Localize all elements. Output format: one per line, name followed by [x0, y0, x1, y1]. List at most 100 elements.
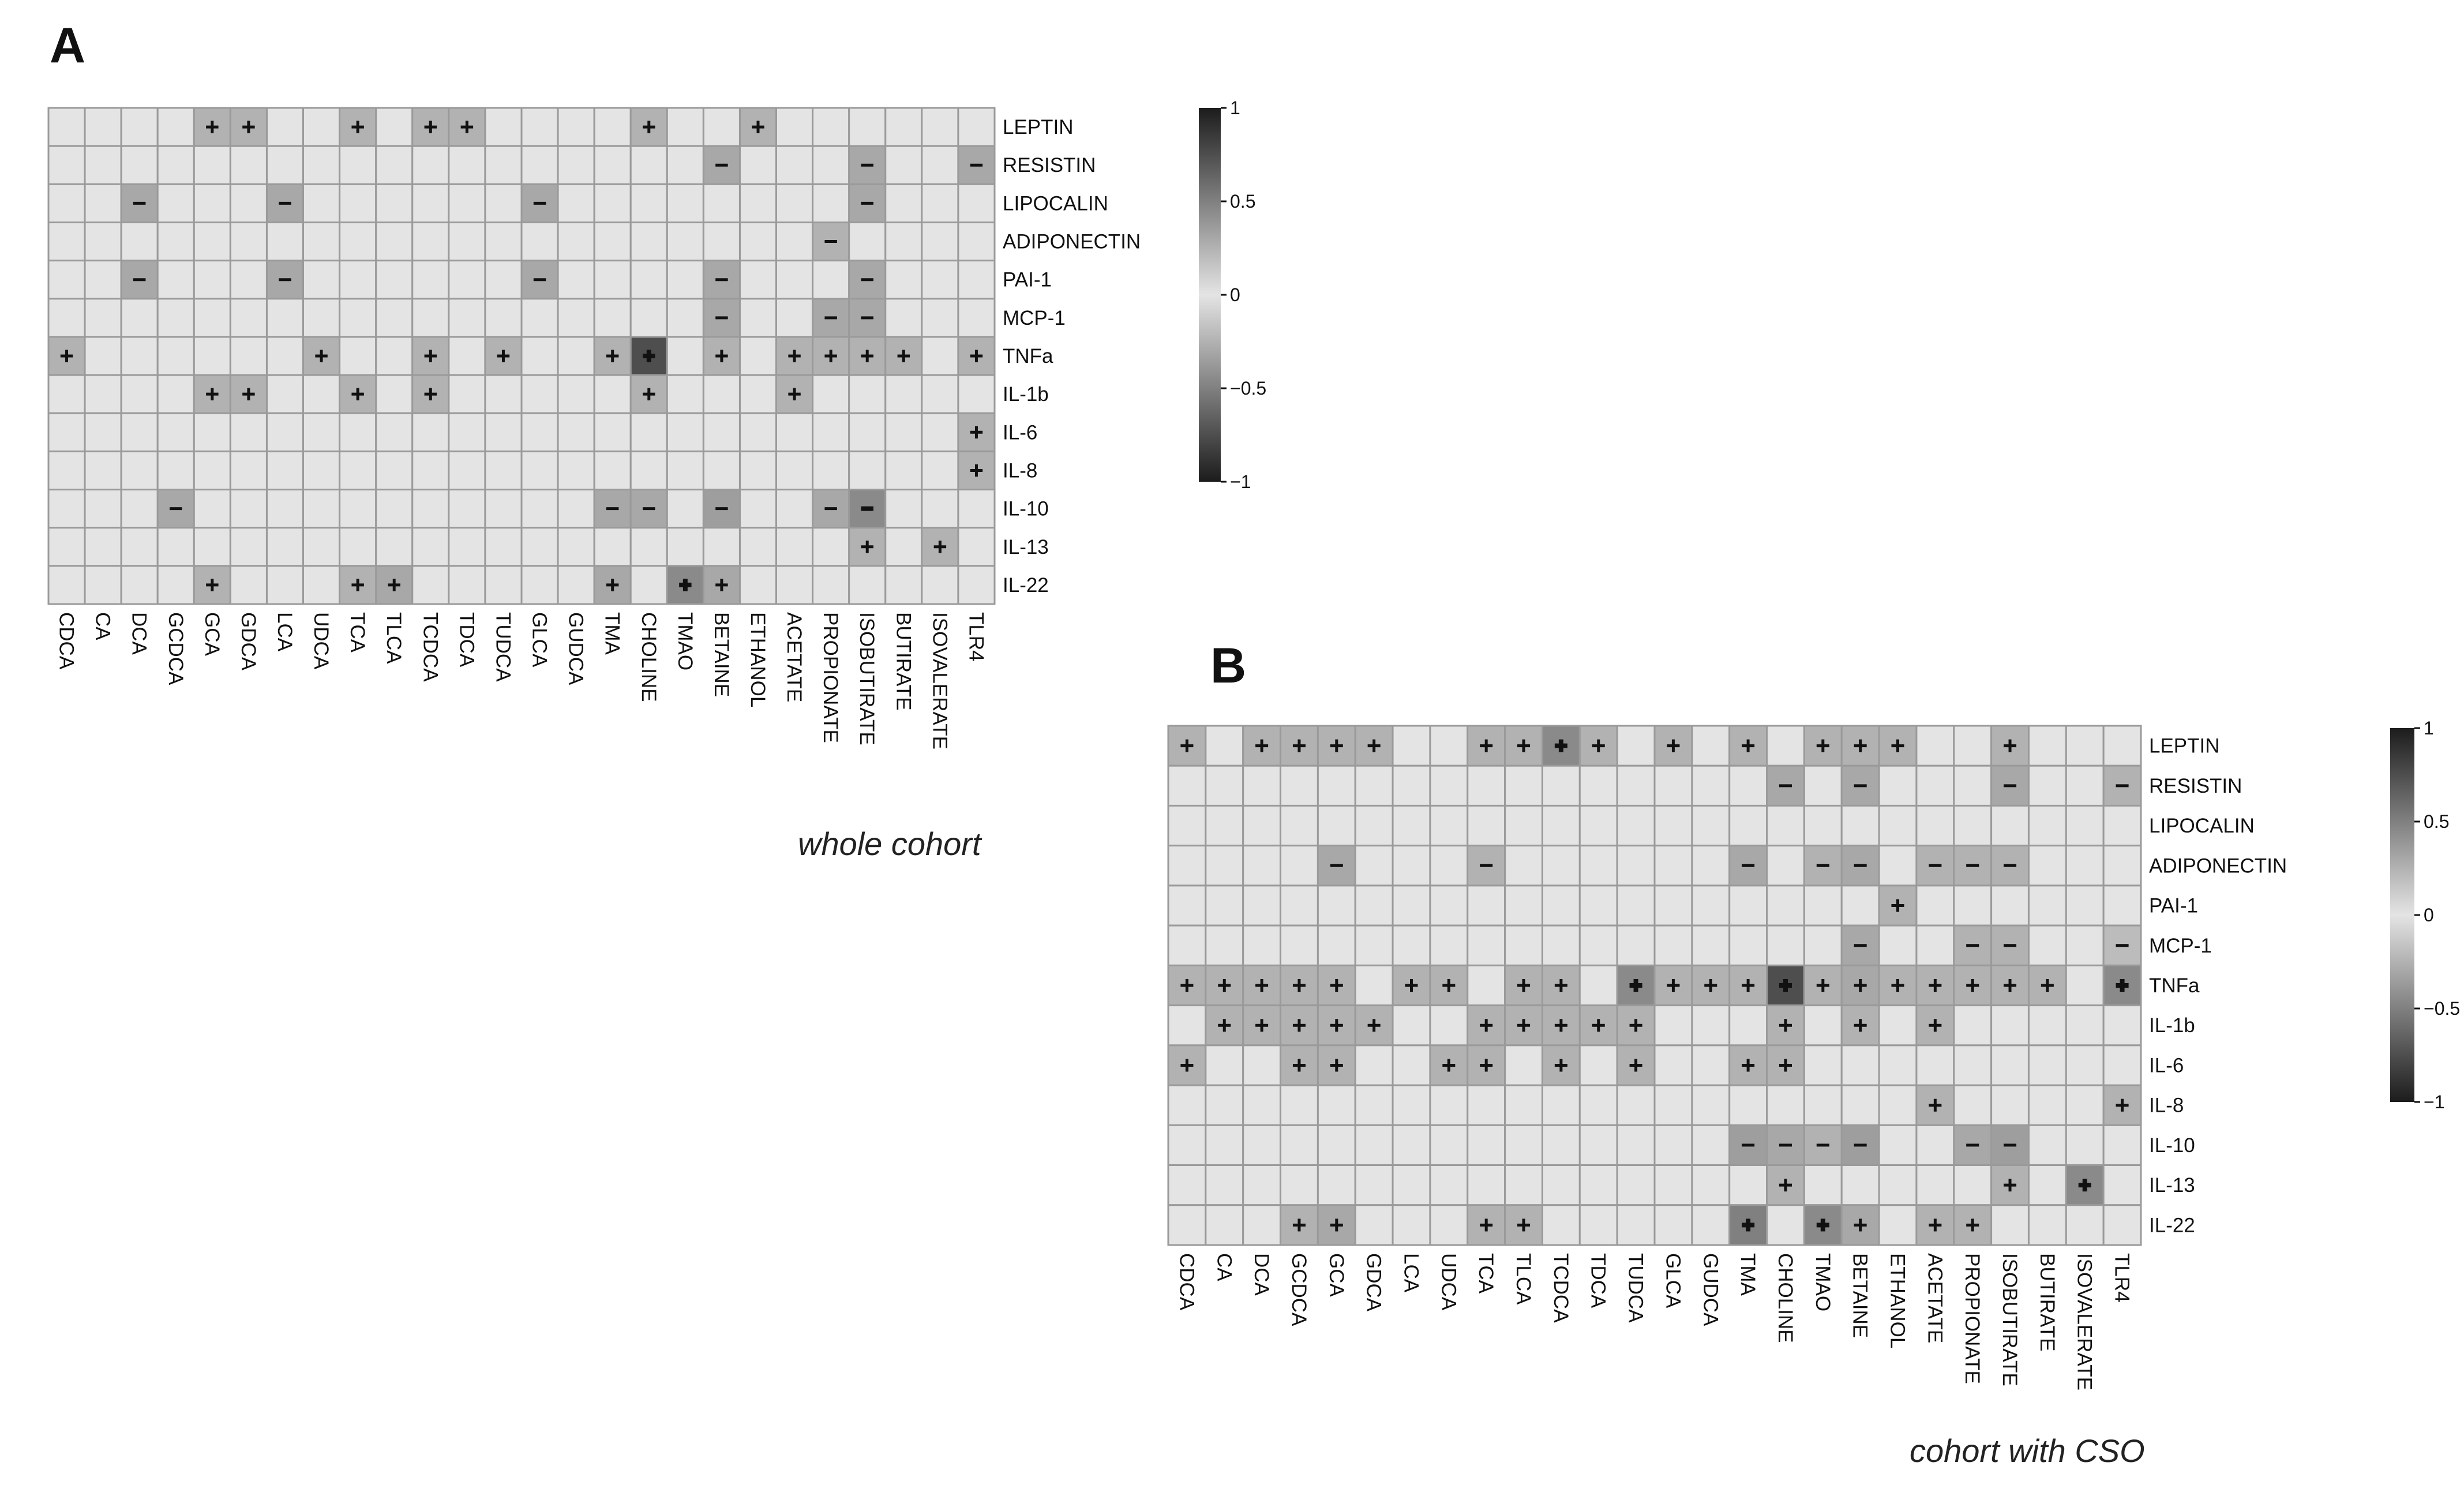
heatmap-cell	[1766, 725, 1805, 767]
heatmap-cell	[1878, 1124, 1918, 1167]
heatmap-cell	[957, 565, 996, 605]
column-label: BETAINE	[1849, 1253, 1872, 1338]
row-label: LIPOCALIN	[2149, 815, 2255, 837]
color-scale-tick-label: −0.5	[2424, 998, 2460, 1019]
heatmap-cell	[1504, 845, 1543, 887]
heatmap-cell	[1915, 804, 1955, 847]
heatmap-cell	[1354, 1044, 1394, 1086]
heatmap-cell	[1728, 804, 1768, 847]
heatmap-cell	[775, 183, 814, 223]
row-label: IL-13	[2149, 1174, 2195, 1197]
heatmap-cell	[1803, 1044, 1843, 1086]
heatmap-cell	[1242, 924, 1282, 966]
row-label: PAI-1	[2149, 895, 2198, 917]
heatmap-cell	[1578, 924, 1618, 966]
column-label: GCA	[201, 612, 223, 657]
heatmap-cell	[812, 450, 850, 491]
heatmap-cell	[47, 183, 86, 223]
heatmap-cell	[1429, 884, 1469, 927]
heatmap-cell	[702, 107, 741, 147]
heatmap-cell	[302, 565, 341, 605]
heatmap-cell	[229, 527, 268, 567]
heatmap-cell	[775, 565, 814, 605]
heatmap-cell	[156, 565, 195, 605]
heatmap-cell	[775, 527, 814, 567]
heatmap-cell	[1878, 845, 1918, 887]
column-label: ISOBUTIRATE	[856, 612, 878, 745]
row-label: TNFa	[2149, 974, 2200, 997]
heatmap-cell	[375, 412, 414, 452]
heatmap-cell	[1205, 884, 1244, 927]
heatmap-cell	[2102, 804, 2142, 847]
heatmap-cell	[1280, 1124, 1319, 1167]
row-label: TNFa	[1003, 345, 1053, 368]
column-label: GLCA	[528, 612, 551, 668]
heatmap-cell	[557, 260, 595, 300]
heatmap-cell	[193, 260, 231, 300]
heatmap-cell	[1280, 845, 1319, 887]
heatmap-cell	[339, 489, 377, 529]
row-label: LEPTIN	[1003, 116, 1074, 138]
heatmap-cell	[921, 412, 959, 452]
heatmap-cell	[375, 527, 414, 567]
heatmap-cell	[1242, 1204, 1282, 1246]
heatmap-cell	[957, 450, 996, 491]
heatmap-cell	[47, 527, 86, 567]
heatmap-cell	[156, 450, 195, 491]
heatmap-cell	[957, 183, 996, 223]
heatmap-cell	[120, 412, 159, 452]
heatmap-cell	[1354, 884, 1394, 927]
heatmap-cell	[1915, 764, 1955, 807]
row-label: IL-6	[1003, 421, 1037, 444]
heatmap-cell	[2065, 1204, 2105, 1246]
heatmap-cell	[1504, 804, 1543, 847]
heatmap-cell	[302, 374, 341, 414]
column-label: GCA	[1325, 1253, 1348, 1298]
heatmap-cell	[1691, 1084, 1731, 1126]
heatmap-cell	[884, 145, 923, 185]
column-label: GUDCA	[1699, 1253, 1722, 1326]
column-label: LCA	[1400, 1253, 1423, 1293]
heatmap-cell	[229, 221, 268, 262]
heatmap-cell	[2102, 1124, 2142, 1167]
heatmap-cell	[1728, 764, 1768, 807]
heatmap-cell	[1541, 1084, 1581, 1126]
row-label: IL-1b	[2149, 1014, 2195, 1037]
heatmap-cell	[1616, 1164, 1656, 1206]
heatmap-cell	[775, 412, 814, 452]
heatmap-cell	[1504, 924, 1543, 966]
row-label: IL-22	[2149, 1214, 2195, 1236]
heatmap-cell	[1429, 1204, 1469, 1246]
row-label: IL-10	[1003, 498, 1049, 520]
heatmap-cell	[1167, 1124, 1207, 1167]
heatmap-cell	[2027, 804, 2067, 847]
heatmap-cell	[812, 260, 850, 300]
heatmap-cell	[156, 298, 195, 338]
heatmap-cell	[1803, 764, 1843, 807]
heatmap-cell	[120, 298, 159, 338]
heatmap-cell	[84, 527, 122, 567]
column-label: GCDCA	[1288, 1253, 1310, 1326]
heatmap-cell	[1803, 1204, 1843, 1246]
heatmap-cell	[812, 374, 850, 414]
heatmap-cell	[1915, 884, 1955, 927]
heatmap-cell	[1242, 1084, 1282, 1126]
column-label: GUDCA	[565, 612, 587, 685]
heatmap-cell	[339, 183, 377, 223]
heatmap-cell	[1990, 1044, 2030, 1086]
heatmap-cell	[1915, 1044, 1955, 1086]
heatmap-cell	[775, 145, 814, 185]
column-label: GLCA	[1662, 1253, 1684, 1308]
heatmap-cell	[84, 489, 122, 529]
heatmap-cell	[1280, 764, 1319, 807]
heatmap-cell	[957, 260, 996, 300]
column-label: TCA	[1475, 1253, 1497, 1294]
column-label: GCDCA	[164, 612, 187, 685]
heatmap-cell	[921, 374, 959, 414]
heatmap-cell	[193, 489, 231, 529]
column-label: UDCA	[1437, 1253, 1460, 1311]
column-label: BETAINE	[710, 612, 733, 697]
column-label: TUDCA	[492, 612, 514, 682]
row-label: RESISTIN	[2149, 775, 2242, 797]
